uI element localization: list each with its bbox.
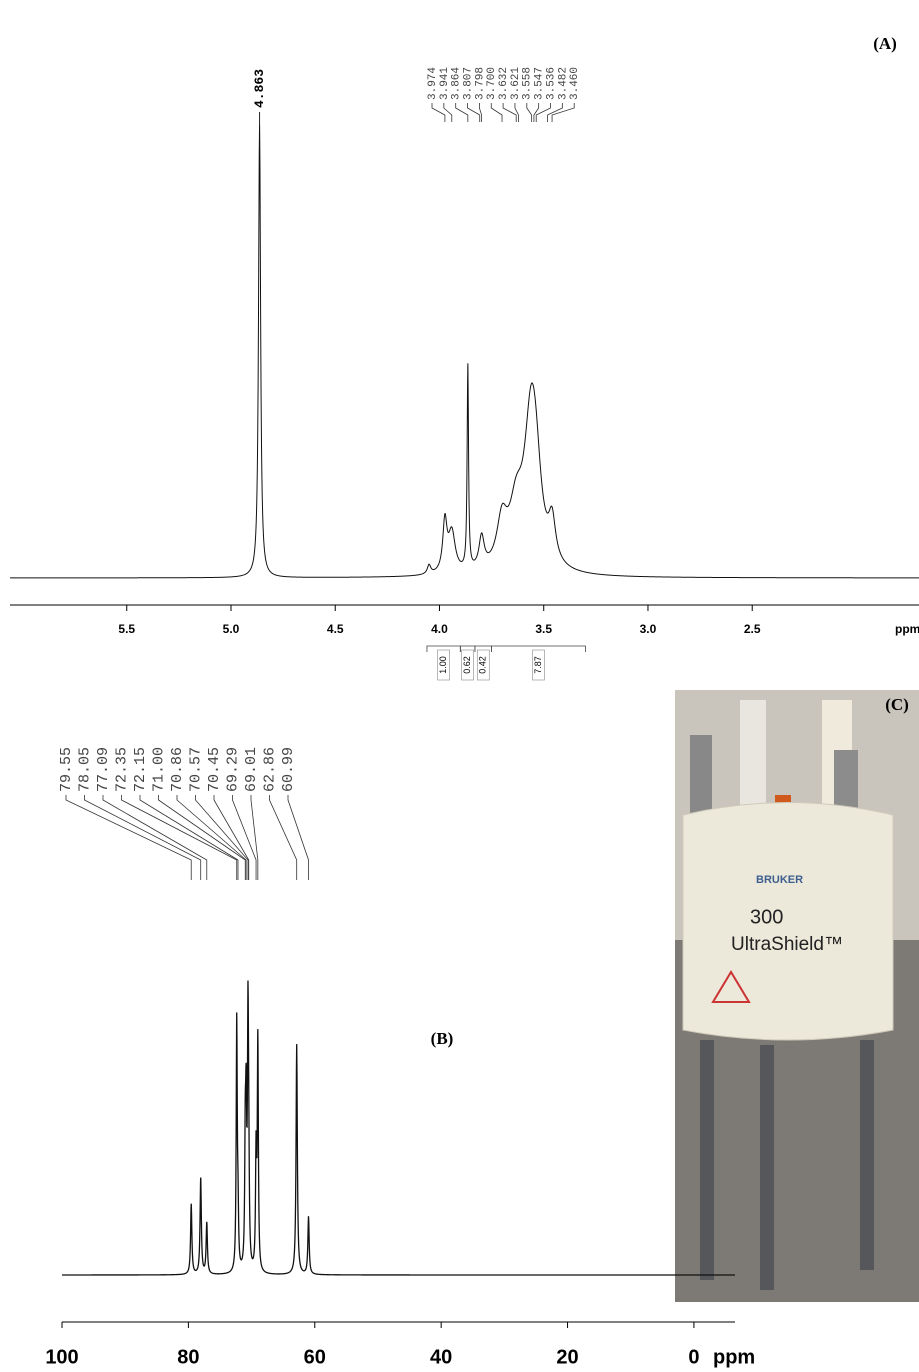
peak-label: 3.974 xyxy=(427,67,439,100)
peak-leader xyxy=(491,103,502,122)
x-tick-label: 4.5 xyxy=(327,622,344,636)
photo-leg xyxy=(760,1045,774,1290)
integral-label: 7.87 xyxy=(533,656,543,674)
peak-label: 62.86 xyxy=(261,747,278,792)
peak-label: 70.86 xyxy=(169,747,186,792)
panel-label: (B) xyxy=(431,1029,454,1048)
peak-label: 71.00 xyxy=(150,747,167,792)
photo-column xyxy=(740,700,766,820)
figure: BRUKER 300 UltraShield™ (C) 5.5 5.0 4.5 4.0… xyxy=(0,0,919,1372)
photo-model: 300 xyxy=(750,906,783,928)
peak-leader xyxy=(515,103,519,122)
integral-label: 1.00 xyxy=(438,656,448,674)
photo-leg xyxy=(860,1040,874,1270)
peak-label: 70.45 xyxy=(206,747,223,792)
peak-label: 69.29 xyxy=(224,747,241,792)
peak-label: 4.863 xyxy=(252,69,267,108)
integral-bracket xyxy=(492,646,586,652)
peak-label: 3.621 xyxy=(510,67,522,100)
x-tick-label: 0 xyxy=(688,1346,699,1368)
peak-label: 3.536 xyxy=(545,67,557,100)
peak-label: 79.55 xyxy=(58,747,75,792)
peak-label: 72.35 xyxy=(113,747,130,792)
x-tick-label: 20 xyxy=(556,1346,578,1368)
peak-leader xyxy=(140,795,238,880)
peak-label: 70.57 xyxy=(187,747,204,792)
peak-label: 3.632 xyxy=(498,67,510,100)
x-tick-label: 4.0 xyxy=(431,622,448,636)
panel-label: (A) xyxy=(873,34,897,53)
x-tick-label: 3.0 xyxy=(640,622,657,636)
peak-leader xyxy=(214,795,249,880)
integral-bracket xyxy=(427,646,460,652)
peak-label: 77.09 xyxy=(95,747,112,792)
peak-label: 3.941 xyxy=(439,67,451,100)
x-tick-label: 3.5 xyxy=(535,622,552,636)
photo-leg xyxy=(700,1040,714,1280)
x-tick-label: 100 xyxy=(45,1346,78,1368)
peak-label: 3.547 xyxy=(534,67,546,100)
spectrum xyxy=(10,125,919,578)
x-tick-label: 60 xyxy=(304,1346,326,1368)
peak-label: 78.05 xyxy=(76,747,93,792)
x-tick-label: 80 xyxy=(177,1346,199,1368)
integral-label: 0.62 xyxy=(462,656,472,674)
x-axis-label: ppm xyxy=(895,622,919,636)
peak-leader xyxy=(503,103,516,122)
peak-leader xyxy=(468,103,480,122)
peak-leader xyxy=(122,795,237,880)
peak-label: 3.864 xyxy=(451,67,463,100)
peak-label: 3.700 xyxy=(486,67,498,100)
peak-leader xyxy=(552,103,574,122)
peak-label: 60.99 xyxy=(280,747,297,792)
peak-leader xyxy=(85,795,201,880)
x-axis-label: ppm xyxy=(713,1346,755,1368)
peak-leader xyxy=(270,795,297,880)
integral-label: 0.42 xyxy=(478,656,488,674)
photo-name: UltraShield™ xyxy=(731,934,843,955)
peak-leader xyxy=(456,103,468,122)
x-tick-label: 5.5 xyxy=(118,622,135,636)
peak-leader xyxy=(288,795,309,880)
photo-brand: BRUKER xyxy=(756,874,803,886)
x-tick-label: 5.0 xyxy=(223,622,240,636)
integral-bracket xyxy=(460,646,475,652)
peak-leader xyxy=(66,795,191,880)
peak-label: 3.798 xyxy=(474,67,486,100)
peak-leader xyxy=(251,795,258,880)
peak-label: 3.460 xyxy=(569,67,581,100)
photo-magnet xyxy=(683,803,893,1041)
x-tick-label: 2.5 xyxy=(744,622,761,636)
peak-label: 3.482 xyxy=(557,67,569,100)
spectrum xyxy=(62,980,735,1275)
peak-leader xyxy=(432,103,445,122)
peak-leader xyxy=(527,103,532,122)
panel-label: (C) xyxy=(885,695,909,714)
peak-label: 69.01 xyxy=(243,747,260,792)
peak-label: 3.807 xyxy=(462,67,474,100)
peak-label: 3.558 xyxy=(522,67,534,100)
photo-panel: BRUKER 300 UltraShield™ (C) xyxy=(675,690,919,1302)
peak-label: 72.15 xyxy=(132,747,149,792)
x-tick-label: 40 xyxy=(430,1346,452,1368)
peak-leader xyxy=(196,795,248,880)
